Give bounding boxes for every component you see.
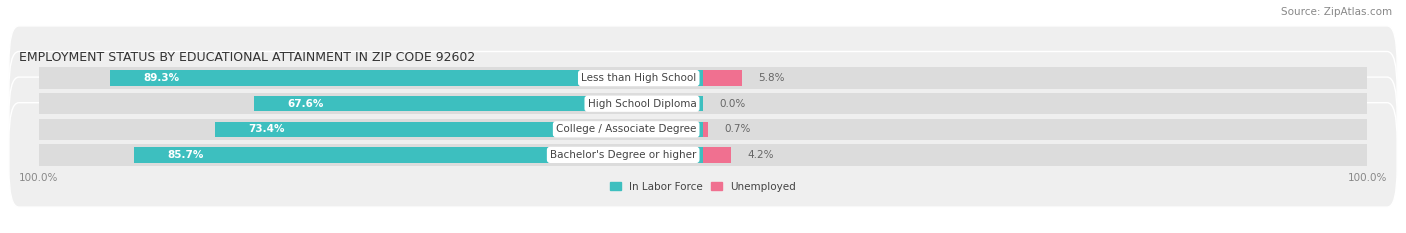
Text: Source: ZipAtlas.com: Source: ZipAtlas.com — [1281, 7, 1392, 17]
Text: College / Associate Degree: College / Associate Degree — [555, 124, 696, 134]
Text: Bachelor's Degree or higher: Bachelor's Degree or higher — [550, 150, 696, 160]
Text: 4.2%: 4.2% — [748, 150, 775, 160]
Bar — [39, 144, 703, 166]
Legend: In Labor Force, Unemployed: In Labor Force, Unemployed — [606, 177, 800, 196]
Text: 89.3%: 89.3% — [143, 73, 179, 83]
Text: 67.6%: 67.6% — [287, 99, 323, 109]
Text: 0.0%: 0.0% — [720, 99, 745, 109]
Text: 0.7%: 0.7% — [724, 124, 751, 134]
FancyBboxPatch shape — [8, 77, 1398, 182]
Bar — [110, 70, 703, 86]
Text: EMPLOYMENT STATUS BY EDUCATIONAL ATTAINMENT IN ZIP CODE 92602: EMPLOYMENT STATUS BY EDUCATIONAL ATTAINM… — [18, 51, 475, 64]
Bar — [703, 147, 731, 163]
Bar — [703, 67, 1367, 89]
Text: Less than High School: Less than High School — [581, 73, 696, 83]
Bar — [39, 67, 703, 89]
Text: 85.7%: 85.7% — [167, 150, 204, 160]
Bar — [39, 119, 703, 140]
Text: 100.0%: 100.0% — [1348, 173, 1388, 183]
Bar — [703, 144, 1367, 166]
Bar — [703, 122, 707, 137]
Bar — [703, 70, 741, 86]
FancyBboxPatch shape — [8, 51, 1398, 156]
Bar — [254, 96, 703, 111]
Bar — [215, 122, 703, 137]
Bar — [39, 93, 703, 114]
Bar — [703, 119, 1367, 140]
Text: 100.0%: 100.0% — [18, 173, 58, 183]
Bar — [134, 147, 703, 163]
Bar — [703, 93, 1367, 114]
FancyBboxPatch shape — [8, 26, 1398, 130]
Text: 73.4%: 73.4% — [249, 124, 285, 134]
Text: 5.8%: 5.8% — [758, 73, 785, 83]
Text: High School Diploma: High School Diploma — [588, 99, 696, 109]
FancyBboxPatch shape — [8, 103, 1398, 207]
